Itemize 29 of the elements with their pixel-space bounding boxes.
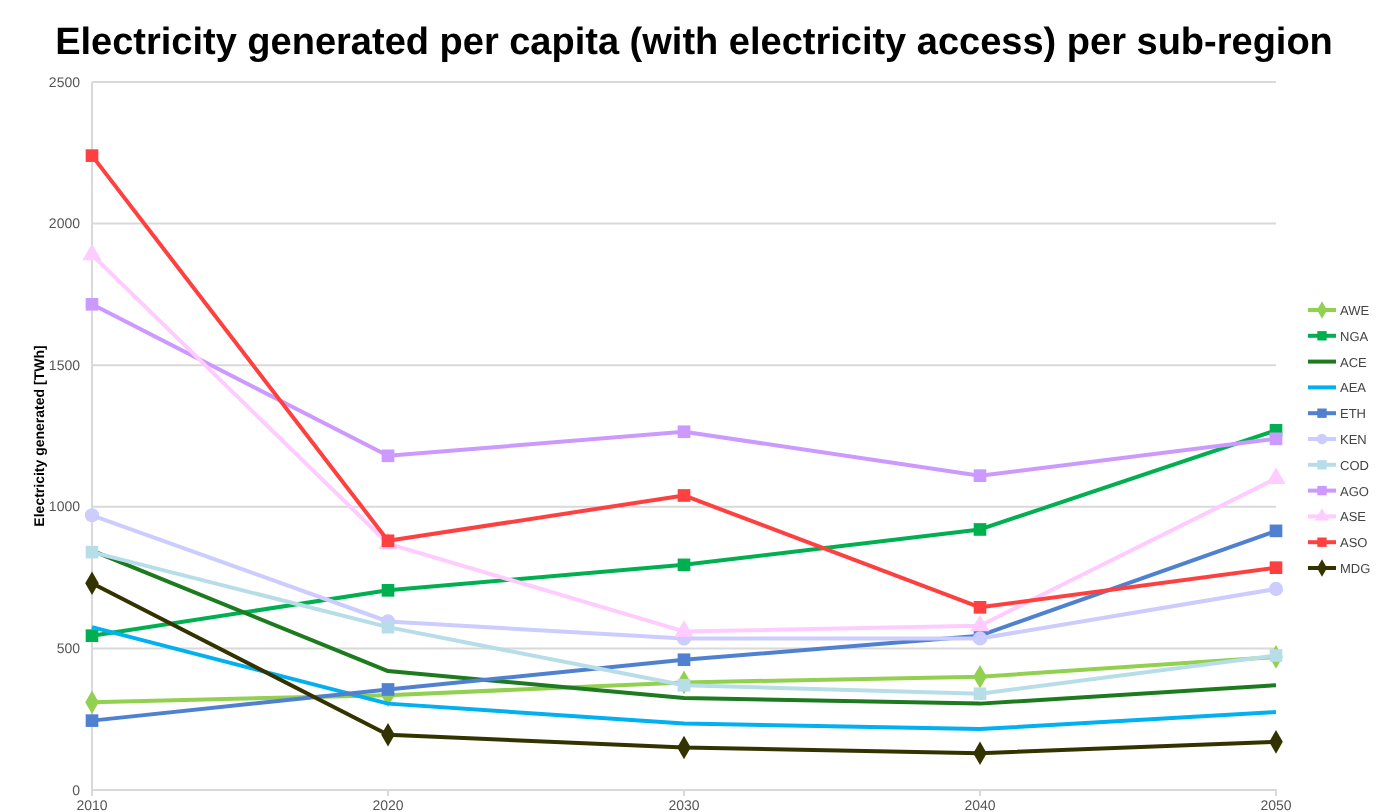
point (677, 653, 691, 667)
point (381, 584, 395, 597)
point (82, 243, 102, 261)
point (381, 683, 395, 696)
point (973, 469, 987, 482)
point (85, 714, 99, 727)
point (85, 297, 99, 311)
point (973, 687, 987, 701)
point (1266, 467, 1286, 485)
point (381, 449, 395, 463)
point (381, 620, 395, 634)
point (1269, 649, 1283, 662)
chart-title: Electricity generated per capita (with electricity access) per sub-region (55, 22, 1333, 64)
point (677, 489, 691, 502)
point (1269, 432, 1283, 446)
point (1269, 561, 1283, 575)
point (1269, 524, 1283, 538)
point (85, 149, 99, 162)
point (85, 629, 99, 642)
point (677, 558, 691, 572)
point (973, 601, 987, 614)
point (973, 523, 987, 536)
point (674, 620, 694, 637)
point (1268, 581, 1284, 597)
point (677, 678, 691, 692)
point (677, 425, 691, 439)
point (85, 545, 99, 559)
point (84, 508, 100, 523)
point (970, 614, 990, 632)
